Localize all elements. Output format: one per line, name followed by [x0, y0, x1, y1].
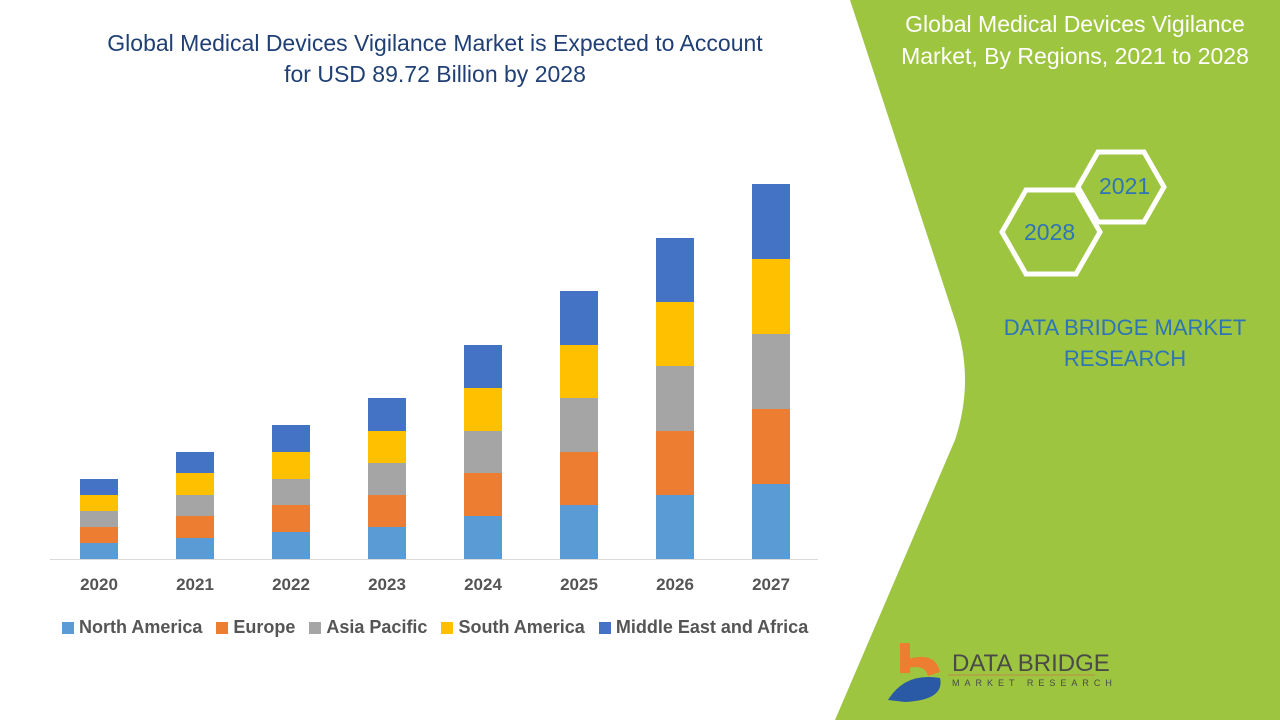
bar-segment-south-america-2026	[656, 302, 694, 366]
bar-segment-north-america-2025	[560, 505, 598, 559]
bar-segment-south-america-2023	[368, 431, 406, 463]
bar-segment-asia-pacific-2022	[272, 479, 310, 505]
x-tick-label: 2023	[368, 575, 406, 594]
bar-segment-south-america-2024	[464, 388, 502, 431]
x-tick-label: 2022	[272, 575, 310, 594]
bar-segment-north-america-2020	[80, 543, 118, 559]
bar-segment-middle-east-and-africa-2022	[272, 425, 310, 452]
bar-segment-north-america-2026	[656, 495, 694, 559]
x-tick-label: 2026	[656, 575, 694, 594]
legend-label: North America	[79, 617, 203, 637]
bar-segment-north-america-2027	[752, 484, 790, 559]
bar-segment-north-america-2022	[272, 532, 310, 559]
legend-label: Middle East and Africa	[615, 617, 809, 637]
legend-item: North America	[62, 617, 202, 638]
legend: North America Europe Asia Pacific South Ame…	[62, 617, 808, 638]
bar-segment-asia-pacific-2023	[368, 463, 406, 495]
bar-segment-asia-pacific-2025	[560, 398, 598, 452]
bar-segment-europe-2023	[368, 495, 406, 527]
legend-item: Asia Pacific	[309, 617, 427, 638]
hex-year-label: 2028	[1024, 219, 1076, 245]
bar-segment-middle-east-and-africa-2025	[560, 291, 598, 345]
legend-swatch	[598, 621, 611, 634]
bar-segment-south-america-2021	[176, 473, 214, 495]
bar-segment-europe-2022	[272, 505, 310, 532]
legend-item: Europe	[216, 617, 295, 638]
page-title: Global Medical Devices Vigilance Market …	[107, 30, 763, 87]
legend-swatch	[216, 621, 229, 634]
legend-swatch	[309, 621, 322, 634]
logo-icon	[888, 643, 1095, 702]
brand-name: DATA BRIDGE MARKET RESEARCH	[1003, 315, 1247, 371]
bar-segment-europe-2024	[464, 473, 502, 516]
bar-segment-asia-pacific-2027	[752, 334, 790, 409]
bar-segment-middle-east-and-africa-2024	[464, 345, 502, 388]
bar-segment-middle-east-and-africa-2023	[368, 398, 406, 431]
bar-segment-south-america-2022	[272, 452, 310, 479]
x-tick-label: 2021	[176, 575, 214, 594]
bar-segment-south-america-2025	[560, 345, 598, 398]
panel-title: Global Medical Devices Vigilance Market,…	[901, 11, 1249, 69]
green-panel-shape	[835, 0, 1280, 720]
bar-segment-north-america-2021	[176, 538, 214, 559]
bar-segment-south-america-2027	[752, 259, 790, 334]
legend-swatch	[62, 621, 74, 634]
hexagon-icon	[1075, 149, 1167, 225]
logo-subtext: MARKET RESEARCH	[952, 678, 1117, 688]
legend-label: Europe	[233, 617, 296, 637]
bar-segment-north-america-2023	[368, 527, 406, 559]
x-tick-label: 2024	[464, 575, 502, 594]
x-tick-label: 2025	[560, 575, 598, 594]
bar-segment-middle-east-and-africa-2026	[656, 238, 694, 302]
legend-item: Middle East and Africa	[598, 617, 809, 638]
logo-text: DATA BRIDGE	[952, 650, 1110, 677]
bar-segment-europe-2025	[560, 452, 598, 505]
hexagon-icon	[999, 187, 1103, 277]
bar-segment-europe-2021	[176, 516, 214, 538]
legend-label: South America	[458, 617, 585, 637]
x-tick-label: 2027	[752, 575, 790, 594]
legend-item: South America	[441, 617, 585, 638]
legend-swatch	[441, 621, 454, 634]
bar-segment-asia-pacific-2024	[464, 431, 502, 473]
legend-label: Asia Pacific	[326, 617, 428, 637]
x-tick-label: 2020	[80, 575, 118, 594]
hex-year-label: 2021	[1099, 173, 1151, 199]
bar-segment-middle-east-and-africa-2027	[752, 184, 790, 259]
bar-segment-middle-east-and-africa-2020	[80, 479, 118, 495]
bar-segment-middle-east-and-africa-2021	[176, 452, 214, 473]
bar-segment-europe-2026	[656, 431, 694, 495]
bar-segment-europe-2020	[80, 527, 118, 543]
bar-segment-europe-2027	[752, 409, 790, 484]
bar-segment-asia-pacific-2026	[656, 366, 694, 431]
bar-segment-north-america-2024	[464, 516, 502, 559]
bar-segment-asia-pacific-2020	[80, 511, 118, 527]
bar-segment-south-america-2020	[80, 495, 118, 511]
bar-segment-asia-pacific-2021	[176, 495, 214, 516]
stacked-bar-chart	[50, 184, 818, 560]
